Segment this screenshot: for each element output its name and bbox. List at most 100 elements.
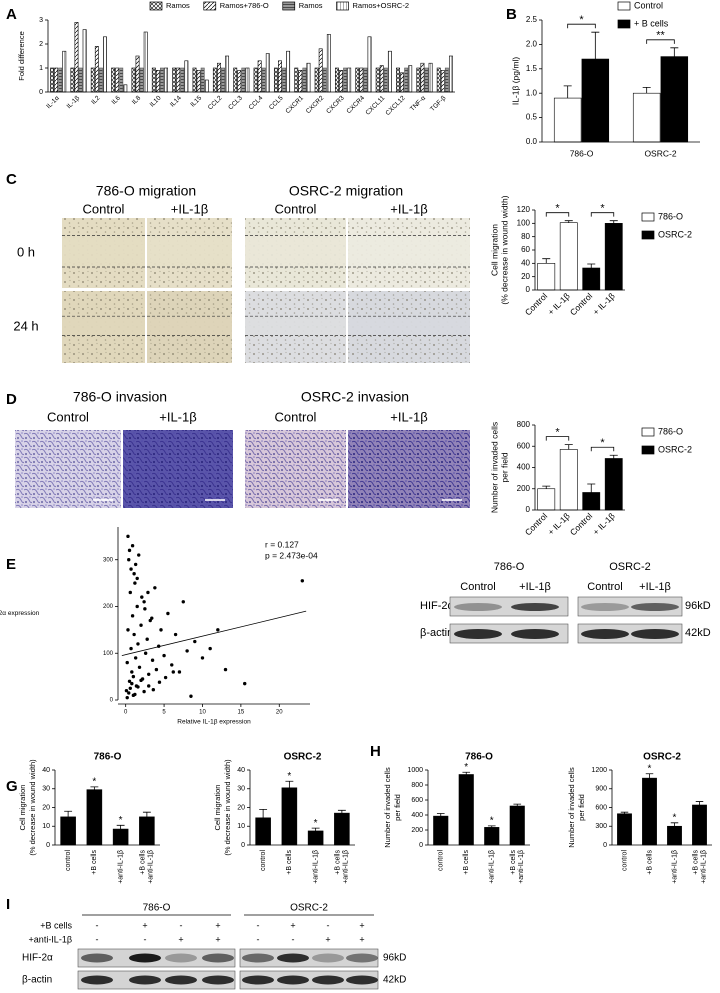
error-bar bbox=[142, 811, 151, 817]
significance-bracket bbox=[567, 23, 596, 29]
point bbox=[216, 628, 220, 632]
point bbox=[193, 639, 197, 644]
bar bbox=[94, 46, 99, 93]
x-tick-label: +anti-IL-1β bbox=[312, 850, 319, 884]
blot-membrane bbox=[577, 596, 683, 617]
x-tick-label: CCL4 bbox=[248, 94, 265, 111]
bar bbox=[484, 827, 500, 846]
bar bbox=[632, 92, 661, 143]
y-tick-label: 200 bbox=[103, 604, 114, 610]
y-axis-label: (% decrease in wound width) bbox=[223, 759, 232, 856]
invasion-cells bbox=[348, 430, 470, 508]
point bbox=[139, 623, 143, 627]
legend-label: Ramos+786-O bbox=[220, 1, 269, 10]
x-tick-label: control bbox=[65, 850, 72, 871]
bar bbox=[306, 62, 311, 93]
bar bbox=[428, 62, 433, 93]
significance-mark: * bbox=[600, 203, 605, 215]
micrograph-title: 786-O invasion bbox=[73, 389, 167, 405]
bar bbox=[458, 774, 474, 846]
y-tick-label: 40 bbox=[521, 258, 530, 267]
point bbox=[127, 558, 131, 562]
legend-label: OSRC-2 bbox=[658, 444, 692, 454]
x-tick-label: CCL3 bbox=[227, 94, 244, 111]
point bbox=[129, 567, 133, 571]
significance-bracket bbox=[545, 436, 570, 441]
point bbox=[143, 651, 148, 655]
bar bbox=[90, 67, 95, 93]
y-tick-label: 200 bbox=[517, 484, 531, 493]
x-tick-label: +B cells bbox=[140, 850, 147, 875]
bar bbox=[135, 55, 140, 93]
x-tick-label: +anti-IL-1β bbox=[343, 850, 350, 884]
error-bar bbox=[642, 86, 651, 94]
wound-gap bbox=[245, 316, 346, 336]
bar bbox=[367, 36, 372, 93]
error-bar bbox=[116, 824, 125, 830]
y-tick-label: 20 bbox=[521, 272, 530, 281]
y-tick-label: 800 bbox=[411, 782, 423, 789]
error-bar bbox=[462, 771, 471, 775]
point bbox=[136, 642, 140, 646]
point bbox=[126, 628, 130, 632]
blot-band bbox=[81, 953, 113, 963]
x-tick-label: Control bbox=[523, 511, 550, 538]
y-axis-label: per field bbox=[499, 452, 509, 483]
legend-swatch bbox=[149, 1, 163, 11]
significance-bracket bbox=[590, 212, 615, 217]
bar bbox=[326, 34, 331, 93]
x-tick-label: +B cells bbox=[335, 850, 342, 875]
error-bar bbox=[587, 483, 596, 493]
blot-row: HIF-2α bbox=[22, 953, 53, 964]
bar bbox=[294, 67, 299, 93]
x-tick-label: CXCL11 bbox=[364, 94, 386, 116]
bar bbox=[139, 67, 144, 93]
y-axis-label: Cell migration bbox=[18, 785, 27, 831]
point bbox=[130, 670, 134, 674]
y-axis-label: Number of invaded cells bbox=[489, 422, 499, 513]
point bbox=[145, 637, 149, 641]
x-tick-label: control bbox=[438, 850, 445, 871]
x-tick-label: +B cells bbox=[286, 850, 293, 875]
point bbox=[137, 665, 142, 669]
bar bbox=[82, 29, 87, 93]
point bbox=[173, 632, 178, 637]
blot-band bbox=[202, 953, 234, 963]
point bbox=[159, 628, 163, 632]
legend-swatch bbox=[282, 1, 296, 11]
legend-swatch bbox=[641, 230, 655, 240]
bar bbox=[604, 458, 623, 511]
wound-gap bbox=[62, 235, 145, 267]
y-tick-label: 30 bbox=[237, 786, 245, 793]
significance-mark: * bbox=[600, 437, 605, 449]
bar bbox=[245, 67, 250, 93]
wound-gap bbox=[62, 316, 145, 336]
legend-swatch bbox=[641, 445, 655, 455]
significance-mark: * bbox=[314, 818, 318, 829]
micrograph-column: +IL-1β bbox=[390, 201, 427, 216]
chart-title: 786-O bbox=[465, 752, 493, 763]
bar bbox=[339, 70, 343, 93]
point bbox=[153, 586, 157, 590]
bar bbox=[111, 67, 116, 93]
bar bbox=[375, 67, 380, 93]
point bbox=[124, 688, 129, 693]
blot-group: 786-O bbox=[494, 561, 525, 573]
bar bbox=[559, 222, 578, 291]
x-tick-label: IL8 bbox=[131, 94, 143, 106]
error-bar bbox=[90, 786, 99, 790]
bar bbox=[383, 67, 388, 93]
error-bar bbox=[645, 773, 654, 779]
point bbox=[125, 695, 129, 700]
bar bbox=[298, 70, 303, 93]
point bbox=[189, 694, 193, 698]
x-tick-label: IL6 bbox=[111, 94, 123, 106]
x-tick-label: CCL5 bbox=[268, 94, 285, 111]
invasion-cells bbox=[123, 430, 233, 508]
blot-size: 42kD bbox=[383, 975, 406, 986]
point bbox=[133, 581, 137, 585]
bar bbox=[343, 67, 348, 93]
x-tick-label: + IL-1β bbox=[591, 291, 617, 317]
x-tick-label: IL14 bbox=[169, 94, 183, 108]
panel-label: D bbox=[6, 391, 17, 408]
